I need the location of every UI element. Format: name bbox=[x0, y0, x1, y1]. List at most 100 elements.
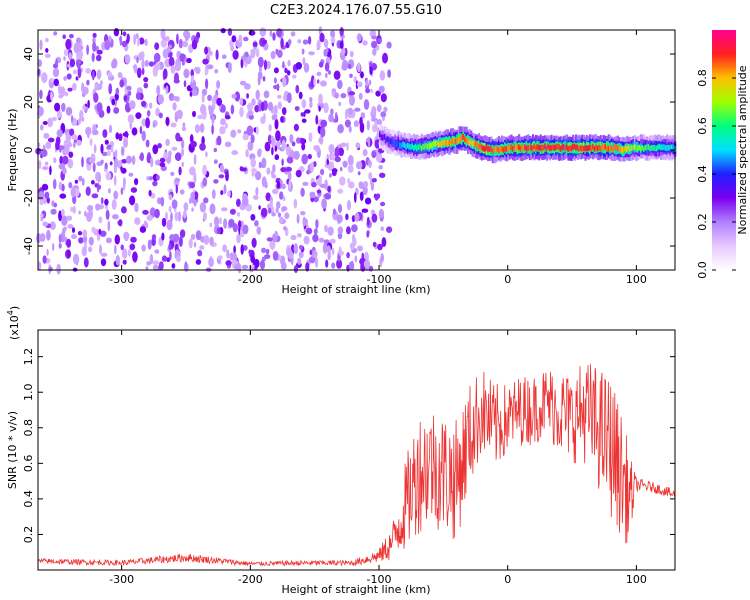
noise-blob bbox=[59, 155, 63, 165]
ridge-cell bbox=[521, 144, 524, 150]
ridge-cell bbox=[442, 139, 445, 146]
noise-blob bbox=[168, 194, 173, 201]
ridge-cell bbox=[565, 144, 569, 150]
noise-blob bbox=[378, 164, 384, 170]
noise-blob bbox=[366, 216, 370, 226]
noise-blob bbox=[92, 162, 96, 173]
spectrogram-x-ticks: -300 -200 -100 0 100 bbox=[109, 30, 647, 286]
noise-blob bbox=[236, 198, 241, 207]
noise-blob bbox=[172, 102, 177, 111]
noise-blob bbox=[349, 50, 354, 58]
noise-blob bbox=[63, 226, 67, 231]
noise-blob bbox=[253, 195, 259, 200]
y-tick-label: -40 bbox=[22, 237, 35, 255]
y-tick-label: 0.8 bbox=[22, 419, 35, 437]
noise-blob bbox=[319, 135, 324, 145]
noise-blob bbox=[82, 104, 86, 111]
ridge-cell bbox=[664, 144, 667, 151]
ridge-cell bbox=[604, 143, 607, 150]
noise-blob bbox=[319, 183, 327, 188]
noise-blob bbox=[121, 206, 127, 214]
noise-blob bbox=[219, 164, 224, 173]
noise-blob bbox=[337, 188, 344, 194]
noise-blob bbox=[77, 231, 83, 236]
noise-blob bbox=[122, 132, 129, 137]
noise-blob bbox=[40, 124, 44, 131]
noise-blob bbox=[114, 157, 119, 168]
noise-blob bbox=[268, 207, 272, 214]
noise-blob bbox=[100, 252, 108, 257]
noise-blob bbox=[293, 265, 298, 274]
noise-blob bbox=[154, 249, 160, 254]
noise-blob bbox=[380, 253, 385, 263]
ridge-cell bbox=[650, 145, 653, 151]
noise-blob bbox=[73, 42, 80, 54]
noise-blob bbox=[134, 217, 141, 226]
ridge-cell bbox=[669, 145, 672, 151]
noise-blob bbox=[100, 197, 104, 205]
noise-blob bbox=[234, 91, 241, 102]
noise-blob bbox=[320, 80, 327, 87]
noise-blob bbox=[387, 69, 391, 78]
noise-blob bbox=[254, 220, 259, 227]
noise-blob bbox=[104, 139, 109, 145]
ridge-cell bbox=[447, 139, 450, 146]
ridge-cell bbox=[618, 145, 621, 152]
noise-blob bbox=[262, 39, 268, 44]
noise-blob bbox=[300, 187, 305, 197]
noise-blob bbox=[76, 37, 81, 44]
noise-blob bbox=[68, 151, 74, 158]
noise-blob bbox=[379, 70, 386, 81]
noise-blob bbox=[267, 101, 274, 111]
noise-blob bbox=[47, 117, 53, 128]
noise-blob bbox=[246, 125, 254, 136]
noise-blob bbox=[72, 82, 77, 91]
noise-blob bbox=[161, 232, 165, 241]
noise-blob bbox=[284, 67, 288, 74]
noise-blob bbox=[107, 150, 111, 157]
ridge-cell bbox=[464, 136, 467, 142]
noise-blob bbox=[162, 48, 169, 59]
noise-blob bbox=[376, 104, 382, 112]
ridge-cell bbox=[403, 142, 406, 148]
noise-blob bbox=[334, 146, 340, 158]
noise-blob bbox=[230, 44, 235, 52]
noise-blob bbox=[130, 187, 138, 193]
ridge-cell bbox=[414, 143, 417, 150]
noise-blob bbox=[243, 36, 249, 42]
noise-blob bbox=[63, 76, 67, 81]
noise-blob bbox=[282, 196, 286, 202]
noise-blob bbox=[126, 85, 132, 91]
colorbar-label: Normalized spectral amplitude bbox=[736, 65, 749, 234]
noise-blob bbox=[156, 174, 160, 181]
noise-blob bbox=[272, 188, 279, 195]
ridge-cell bbox=[420, 145, 423, 152]
noise-blob bbox=[378, 85, 385, 94]
noise-blob bbox=[188, 197, 192, 204]
noise-blob bbox=[297, 257, 302, 265]
noise-blob bbox=[280, 167, 287, 173]
noise-blob bbox=[303, 62, 310, 73]
noise-blob bbox=[295, 84, 300, 94]
noise-blob bbox=[148, 61, 155, 67]
noise-blob bbox=[260, 101, 265, 112]
noise-blob bbox=[305, 227, 313, 235]
ridge-cell bbox=[661, 144, 664, 151]
ridge-cell bbox=[640, 146, 643, 152]
ridge-cell bbox=[558, 144, 561, 150]
noise-blob bbox=[211, 189, 216, 200]
ridge-cell bbox=[397, 142, 400, 148]
noise-blob bbox=[316, 178, 321, 186]
noise-blob bbox=[100, 258, 107, 267]
ridge-cell bbox=[494, 146, 497, 153]
ridge-cell bbox=[595, 144, 598, 151]
noise-blob bbox=[374, 193, 379, 201]
noise-blob bbox=[61, 215, 68, 226]
ridge-cell bbox=[519, 145, 522, 152]
noise-blob bbox=[232, 223, 238, 233]
noise-blob bbox=[376, 131, 380, 140]
noise-blob bbox=[355, 161, 363, 170]
noise-blob bbox=[96, 49, 103, 55]
ridge-cell bbox=[547, 143, 550, 150]
ridge-cell bbox=[630, 145, 633, 151]
